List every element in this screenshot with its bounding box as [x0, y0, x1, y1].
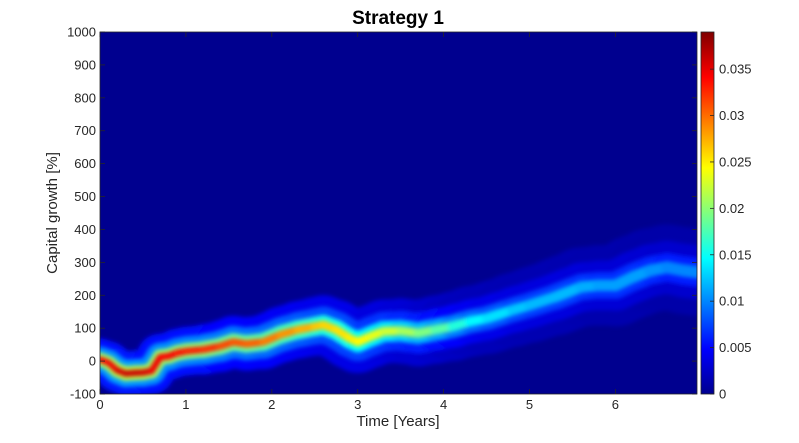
colorbar-tick-label: 0.02 — [719, 201, 744, 216]
x-tick-label: 0 — [96, 397, 103, 412]
y-tick-label: 400 — [74, 222, 96, 237]
colorbar-tick-label: 0.025 — [719, 154, 752, 169]
density-layer — [100, 224, 697, 394]
x-tick-label: 6 — [612, 397, 619, 412]
y-tick-label: 0 — [89, 354, 96, 369]
colorbar-tick-label: 0.035 — [719, 62, 752, 77]
colorbar-tick-label: 0.03 — [719, 108, 744, 123]
colorbar-tick-label: 0 — [719, 387, 726, 402]
y-tick-label: 100 — [74, 321, 96, 336]
x-tick-label: 4 — [440, 397, 447, 412]
plot-border — [99, 31, 698, 395]
y-tick-label: 700 — [74, 123, 96, 138]
x-axis-label: Time [Years] — [356, 413, 439, 430]
x-tick-label: 2 — [268, 397, 275, 412]
x-axis: 0 1 2 3 4 5 6 — [96, 32, 619, 412]
colorbar-tick-label: 0.005 — [719, 340, 752, 355]
y-tick-label: 500 — [74, 189, 96, 204]
x-tick-label: 1 — [182, 397, 189, 412]
density-segment — [677, 264, 697, 279]
x-tick-label: 5 — [526, 397, 533, 412]
colorbar-tick-label: 0.015 — [719, 247, 752, 262]
y-tick-label: 900 — [74, 57, 96, 72]
y-tick-label: 800 — [74, 90, 96, 105]
density-core — [100, 261, 697, 377]
x-tick-label: 3 — [354, 397, 361, 412]
y-tick-label: 1000 — [67, 25, 96, 40]
y-tick-label: 600 — [74, 156, 96, 171]
chart-title: Strategy 1 — [352, 8, 444, 29]
colorbar-axis: 0 0.005 0.01 0.015 0.02 0.025 0.03 0.035 — [710, 62, 752, 402]
y-tick-label: 200 — [74, 288, 96, 303]
y-tick-label: 300 — [74, 255, 96, 270]
y-tick-label: -100 — [70, 387, 96, 402]
colorbar — [700, 31, 715, 395]
y-axis: -100 0 100 200 300 400 500 600 700 800 900 1000 — [67, 25, 697, 402]
colorbar-tick-label: 0.01 — [719, 294, 744, 309]
y-axis-label: Capital growth [%] — [44, 152, 61, 274]
